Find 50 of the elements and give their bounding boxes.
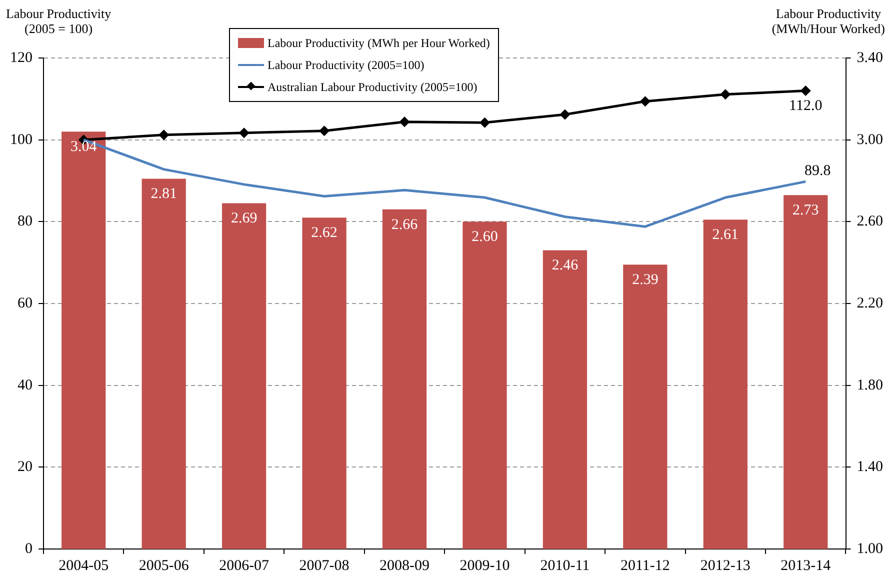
y2-axis-title: Labour Productivity (MWh/Hour Worked): [772, 6, 885, 36]
point: [560, 110, 570, 120]
y2-tick-label: 1.00: [856, 540, 883, 557]
legend-label: Labour Productivity (2005=100): [268, 58, 424, 72]
data-label: 2.61: [712, 227, 739, 244]
legend-label: Labour Productivity (MWh per Hour Worked): [268, 36, 490, 50]
data-label: 3.04: [70, 139, 98, 156]
y-tick-label: 20: [18, 459, 32, 476]
x-tick-label: 2005-06: [138, 558, 190, 574]
point: [480, 118, 490, 128]
x-tick-label: 2010-11: [540, 558, 590, 574]
y-tick-label: 60: [18, 295, 32, 312]
legend-label: Australian Labour Productivity (2005=100): [268, 80, 478, 94]
point: [239, 128, 249, 138]
x-tick-label: 2004-05: [58, 558, 109, 574]
x-tick-label: 2013-14: [780, 558, 832, 574]
y-tick-label: 100: [10, 132, 32, 148]
data-label: 2.66: [391, 216, 418, 233]
data-label: 2.81: [150, 186, 177, 202]
y2-tick-label: 1.40: [856, 459, 883, 476]
y-tick-label: 80: [18, 214, 32, 230]
y2-tick-label: 1.80: [856, 377, 883, 394]
data-label: 2.62: [311, 225, 338, 242]
y2-tick-label: 2.60: [856, 214, 883, 230]
point: [640, 96, 650, 106]
y2-tick-label: 3.00: [856, 132, 883, 148]
data-label: 89.8: [804, 163, 831, 180]
x-tick-label: 2007-08: [299, 558, 350, 574]
x-tick-label: 2012-13: [700, 558, 750, 574]
point: [320, 126, 330, 136]
y2-tick-label: 2.20: [856, 295, 883, 312]
point: [159, 130, 169, 140]
x-tick-label: 2011-12: [620, 558, 670, 574]
y-tick-label: 40: [18, 377, 32, 394]
y2-tick-label: 3.40: [856, 50, 883, 66]
data-label: 2.69: [230, 210, 258, 227]
data-label: 2.46: [552, 258, 579, 274]
x-tick-label: 2006-07: [219, 558, 270, 574]
x-tick-label: 2008-09: [380, 558, 430, 574]
data-label: 112.0: [789, 98, 822, 114]
y-tick-label: 120: [10, 50, 32, 66]
point: [400, 117, 410, 127]
y-axis-title: Labour Productivity (2005 = 100): [6, 6, 112, 36]
point: [800, 86, 810, 96]
data-label: 2.60: [472, 229, 498, 246]
x-tick-label: 2009-10: [460, 558, 510, 574]
y-tick-label: 0: [25, 540, 32, 557]
point: [720, 90, 730, 100]
data-label: 2.73: [792, 202, 819, 219]
data-label: 2.39: [632, 272, 658, 288]
